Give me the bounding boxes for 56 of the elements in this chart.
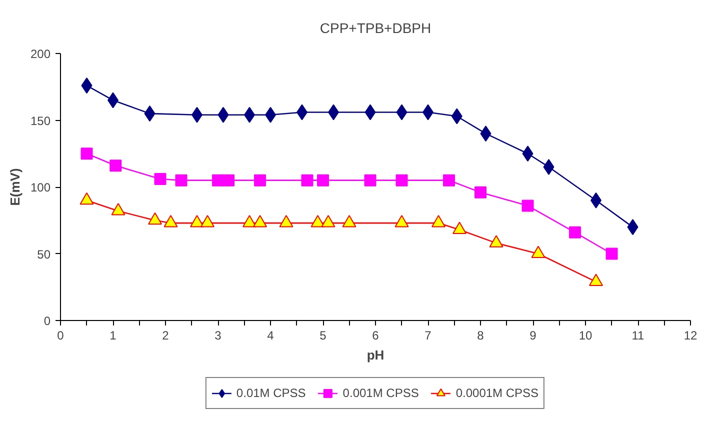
x-tick-label: 12 xyxy=(684,328,698,342)
point xyxy=(589,274,603,286)
x-tick-label: 5 xyxy=(320,328,327,342)
point xyxy=(80,148,93,160)
x-tick-label: 6 xyxy=(372,328,380,342)
point xyxy=(474,186,486,198)
y-axis-title: E(mV) xyxy=(7,168,22,206)
point xyxy=(175,174,188,186)
legend-label: 0.01M CPSS xyxy=(236,386,306,400)
point xyxy=(443,174,455,186)
x-tick-label: 10 xyxy=(578,328,592,342)
point xyxy=(396,174,408,186)
chart-title: CPP+TPB+DBPH xyxy=(320,20,432,36)
y-tick-label: 100 xyxy=(30,180,51,194)
point xyxy=(321,215,336,228)
legend-label: 0.0001M CPSS xyxy=(456,386,539,400)
y-tick-label: 150 xyxy=(30,114,51,128)
y-tick-label: 50 xyxy=(37,247,51,262)
point xyxy=(432,215,446,228)
point xyxy=(164,215,178,228)
point xyxy=(254,174,266,186)
point xyxy=(242,215,256,228)
point xyxy=(148,212,162,225)
x-tick-label: 2 xyxy=(162,328,170,342)
point xyxy=(222,174,234,186)
point xyxy=(301,174,314,186)
x-tick-label: 11 xyxy=(632,328,645,342)
point xyxy=(489,235,504,248)
point xyxy=(111,203,126,216)
point xyxy=(110,160,122,172)
point xyxy=(200,215,214,228)
point xyxy=(253,215,267,228)
y-tick-label: 0 xyxy=(44,314,51,328)
point xyxy=(364,174,376,186)
point xyxy=(310,215,325,228)
x-tick-label: 3 xyxy=(214,328,222,342)
y-tick-label: 200 xyxy=(30,47,51,61)
legend-label: 0.001M CPSS xyxy=(342,386,419,400)
point xyxy=(80,192,94,205)
x-axis-title: pH xyxy=(366,348,384,362)
point xyxy=(154,172,166,185)
x-tick-label: 4 xyxy=(267,328,274,342)
x-tick-label: 8 xyxy=(477,328,484,342)
point xyxy=(531,246,546,258)
point xyxy=(394,215,409,228)
point xyxy=(569,226,581,238)
x-tick-label: 1 xyxy=(110,328,117,342)
point xyxy=(317,174,329,186)
x-tick-label: 0 xyxy=(57,328,64,342)
point xyxy=(190,215,204,228)
point xyxy=(522,200,534,212)
x-tick-label: 7 xyxy=(424,328,432,342)
point xyxy=(279,215,294,228)
x-tick-label: 9 xyxy=(530,328,537,342)
point xyxy=(452,222,466,234)
point xyxy=(342,215,356,228)
